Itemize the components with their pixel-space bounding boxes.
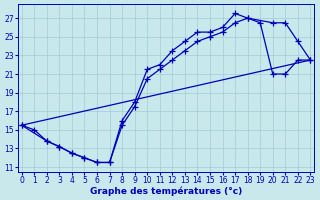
X-axis label: Graphe des températures (°c): Graphe des températures (°c) [90,186,242,196]
